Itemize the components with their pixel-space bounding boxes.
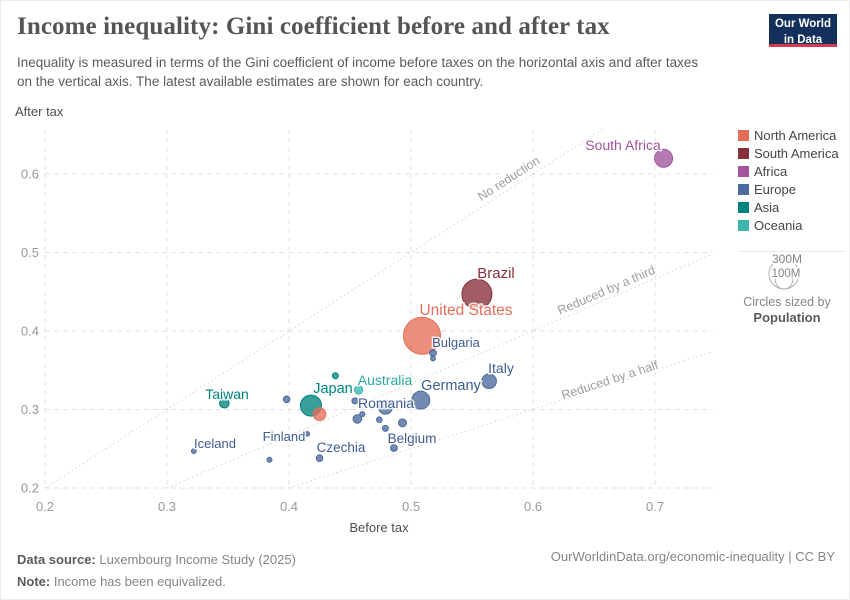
size-label-100m: 100M bbox=[772, 268, 801, 280]
size-label-300m: 300M bbox=[772, 252, 802, 266]
data-point-germany[interactable] bbox=[411, 390, 431, 410]
note-value: Income has been equivalized. bbox=[50, 574, 226, 590]
legend-swatch bbox=[738, 129, 749, 141]
reference-line-label: Reduced by a half bbox=[560, 358, 661, 403]
data-source-label: Data source: bbox=[17, 552, 96, 567]
x-tick-label: 0.7 bbox=[646, 499, 664, 514]
x-tick-label: 0.3 bbox=[158, 499, 176, 514]
country-label-finland: Finland bbox=[263, 429, 306, 444]
country-label-czechia: Czechia bbox=[317, 440, 366, 455]
legend-item-south-america[interactable]: South America bbox=[738, 144, 849, 162]
continent-legend: North America South America Africa Europe As… bbox=[738, 126, 849, 234]
data-point-italy[interactable] bbox=[481, 373, 497, 390]
data-point-finland[interactable] bbox=[304, 431, 311, 437]
data-point-unlabeled[interactable] bbox=[430, 355, 436, 362]
y-axis-title: After tax bbox=[15, 104, 64, 119]
x-tick-label: 0.2 bbox=[36, 499, 54, 514]
data-point-unlabeled[interactable] bbox=[282, 395, 291, 404]
legend-label: North America bbox=[754, 127, 837, 143]
footer-source-note: Data source: Luxembourg Income Study (20… bbox=[17, 549, 296, 593]
data-point-unlabeled[interactable] bbox=[376, 416, 383, 424]
legend-label: Africa bbox=[754, 163, 788, 179]
owid-link[interactable]: OurWorldinData.org/economic-inequality |… bbox=[550, 549, 835, 564]
legend-divider bbox=[738, 251, 846, 252]
legend-swatch bbox=[738, 201, 749, 213]
data-point-unlabeled[interactable] bbox=[381, 424, 389, 432]
legend-item-north-america[interactable]: North America bbox=[738, 126, 849, 144]
note-label: Note: bbox=[17, 574, 51, 590]
data-point-unlabeled[interactable] bbox=[359, 411, 366, 418]
data-point-unlabeled[interactable] bbox=[266, 456, 273, 463]
data-point-romania[interactable] bbox=[377, 399, 393, 415]
data-point-unlabeled[interactable] bbox=[312, 407, 327, 422]
page-title: Income inequality: Gini coefficient befo… bbox=[17, 13, 610, 40]
data-source-value: Luxembourg Income Study (2025) bbox=[95, 552, 296, 567]
x-tick-label: 0.6 bbox=[524, 499, 542, 514]
size-legend-caption: Circles sized by bbox=[743, 295, 831, 309]
legend-item-oceania[interactable]: Oceania bbox=[738, 216, 849, 234]
legend-label: South America bbox=[754, 145, 839, 161]
reference-line bbox=[44, 128, 604, 489]
size-legend-caption-bold: Population bbox=[753, 310, 821, 325]
country-label-south-africa: South Africa bbox=[585, 137, 661, 153]
data-point-czechia[interactable] bbox=[315, 454, 324, 462]
data-point-brazil[interactable] bbox=[461, 278, 493, 310]
x-axis-title: Before tax bbox=[349, 520, 409, 535]
data-point-unlabeled[interactable] bbox=[351, 397, 359, 405]
legend-label: Oceania bbox=[754, 217, 803, 233]
data-point-unlabeled[interactable] bbox=[352, 414, 363, 424]
owid-logo-line2: in Data bbox=[783, 33, 823, 46]
data-point-bulgaria[interactable] bbox=[429, 349, 437, 357]
country-label-japan: Japan bbox=[313, 381, 353, 397]
reference-line bbox=[288, 351, 714, 489]
legend-label: Europe bbox=[754, 181, 796, 197]
country-label-australia: Australia bbox=[358, 372, 413, 388]
legend-item-europe[interactable]: Europe bbox=[738, 180, 849, 198]
note-line: Note: Income has been equivalized. bbox=[17, 571, 296, 593]
country-label-germany: Germany bbox=[421, 378, 481, 394]
data-point-australia[interactable] bbox=[353, 385, 364, 395]
legend-label: Asia bbox=[754, 199, 780, 215]
data-point-unlabeled[interactable] bbox=[397, 418, 407, 428]
legend-swatch bbox=[738, 219, 749, 231]
data-source-line: Data source: Luxembourg Income Study (20… bbox=[17, 549, 296, 571]
data-point-iceland[interactable] bbox=[190, 448, 197, 455]
legend-swatch bbox=[738, 183, 749, 195]
size-circle-100m bbox=[775, 271, 793, 290]
chart-subtitle: Inequality is measured in terms of the G… bbox=[17, 55, 699, 89]
legend-item-asia[interactable]: Asia bbox=[738, 198, 849, 216]
data-point-belgium[interactable] bbox=[390, 444, 398, 452]
owid-logo[interactable]: Our World in Data bbox=[769, 14, 837, 47]
legend-swatch bbox=[738, 165, 749, 177]
data-point-south-africa[interactable] bbox=[654, 148, 674, 168]
legend-item-africa[interactable]: Africa bbox=[738, 162, 849, 180]
y-tick-label: 0.4 bbox=[21, 323, 39, 338]
footer-rights: OurWorldinData.org/economic-inequality |… bbox=[551, 549, 835, 564]
y-tick-label: 0.3 bbox=[21, 402, 39, 417]
data-point-unlabeled[interactable] bbox=[331, 372, 339, 380]
reference-line-label: No reduction bbox=[475, 153, 542, 203]
country-label-italy: Italy bbox=[488, 360, 514, 376]
y-tick-label: 0.6 bbox=[21, 166, 39, 181]
x-tick-label: 0.5 bbox=[402, 499, 420, 514]
x-tick-label: 0.4 bbox=[280, 499, 298, 514]
reference-line-label: Reduced by a third bbox=[555, 263, 657, 318]
data-point-taiwan[interactable] bbox=[219, 397, 230, 409]
y-tick-label: 0.5 bbox=[21, 245, 39, 260]
reference-line bbox=[166, 253, 714, 489]
y-tick-label: 0.2 bbox=[21, 481, 39, 496]
country-label-iceland: Iceland bbox=[194, 436, 236, 451]
data-point-united-states[interactable] bbox=[403, 316, 442, 355]
country-label-belgium: Belgium bbox=[388, 431, 437, 446]
owid-logo-line1: Our World bbox=[774, 18, 831, 30]
population-size-legend: 300M 100M bbox=[768, 251, 804, 290]
country-label-brazil: Brazil bbox=[477, 265, 515, 282]
legend-swatch bbox=[738, 147, 749, 159]
